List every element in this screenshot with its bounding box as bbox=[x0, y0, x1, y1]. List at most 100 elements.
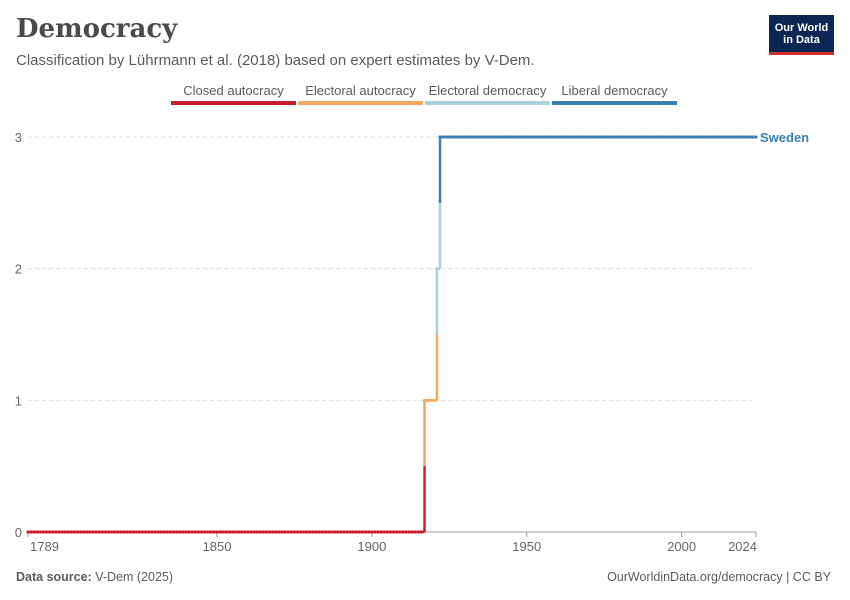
data-point bbox=[388, 530, 393, 534]
data-point bbox=[469, 135, 473, 139]
data-point bbox=[227, 530, 231, 534]
data-point bbox=[187, 530, 191, 534]
data-point bbox=[354, 530, 358, 534]
data-point bbox=[233, 530, 238, 534]
data-point bbox=[605, 135, 609, 139]
data-point bbox=[41, 530, 46, 534]
data-point bbox=[97, 530, 101, 534]
data-point bbox=[673, 135, 678, 139]
data-point bbox=[289, 530, 293, 534]
legend-label-0[interactable]: Closed autocracy bbox=[183, 83, 284, 98]
legend-swatch-1[interactable] bbox=[298, 101, 423, 105]
data-source: Data source: V-Dem (2025) bbox=[16, 570, 173, 584]
data-point bbox=[156, 530, 160, 534]
legend-swatch-2[interactable] bbox=[425, 101, 550, 105]
data-point bbox=[503, 135, 507, 139]
data-point bbox=[692, 135, 696, 139]
data-point bbox=[528, 135, 532, 139]
data-point bbox=[543, 135, 547, 139]
data-point bbox=[534, 135, 538, 139]
data-point bbox=[314, 530, 318, 534]
data-point bbox=[441, 135, 445, 139]
data-point bbox=[447, 135, 451, 139]
data-point bbox=[280, 530, 284, 534]
data-point bbox=[141, 530, 145, 534]
data-point bbox=[181, 530, 185, 534]
data-source-label: Data source: bbox=[16, 570, 92, 584]
data-point bbox=[286, 530, 290, 534]
data-point bbox=[66, 530, 70, 534]
owid-logo[interactable]: Our World in Data bbox=[769, 15, 834, 55]
data-point bbox=[720, 135, 724, 139]
data-point bbox=[215, 530, 219, 534]
data-point bbox=[549, 135, 554, 139]
legend-swatch-3[interactable] bbox=[552, 101, 677, 105]
data-point bbox=[546, 135, 551, 139]
data-point bbox=[695, 135, 699, 139]
data-point bbox=[670, 135, 674, 139]
legend: Closed autocracy Electoral autocracy Elect… bbox=[171, 83, 677, 105]
data-point bbox=[35, 530, 39, 534]
data-point bbox=[453, 135, 458, 139]
data-point bbox=[593, 135, 597, 139]
data-point bbox=[398, 530, 402, 534]
y-tick-label-0: 0 bbox=[15, 525, 22, 540]
data-point bbox=[308, 530, 312, 534]
data-point bbox=[134, 530, 139, 534]
data-point bbox=[57, 530, 61, 534]
data-point bbox=[159, 530, 163, 534]
data-point bbox=[131, 530, 135, 534]
data-point bbox=[587, 135, 591, 139]
data-point bbox=[382, 530, 386, 534]
data-point bbox=[500, 135, 504, 139]
data-point bbox=[571, 135, 575, 139]
data-point bbox=[491, 135, 495, 139]
x-tick-label-3: 1950 bbox=[512, 539, 541, 554]
data-point bbox=[172, 530, 176, 534]
data-point bbox=[639, 135, 643, 139]
data-point bbox=[584, 135, 588, 139]
data-point bbox=[676, 135, 681, 139]
data-point bbox=[649, 135, 653, 139]
data-point bbox=[540, 135, 544, 139]
data-point bbox=[165, 530, 170, 534]
data-point bbox=[658, 135, 662, 139]
data-point bbox=[91, 530, 95, 534]
data-point bbox=[698, 135, 702, 139]
data-point bbox=[457, 135, 461, 139]
legend-swatch-0[interactable] bbox=[171, 101, 296, 105]
data-point bbox=[484, 135, 489, 139]
logo-line-2: in Data bbox=[783, 33, 820, 46]
data-point bbox=[429, 398, 433, 402]
data-point bbox=[69, 530, 73, 534]
series-sweden[interactable] bbox=[26, 135, 758, 534]
data-point bbox=[326, 530, 331, 534]
data-point bbox=[255, 530, 259, 534]
legend-label-1[interactable]: Electoral autocracy bbox=[305, 83, 416, 98]
x-tick-label-5: 2024 bbox=[728, 539, 757, 554]
data-point bbox=[342, 530, 346, 534]
data-point bbox=[624, 135, 628, 139]
data-point bbox=[407, 530, 411, 534]
data-point bbox=[590, 135, 594, 139]
legend-label-3[interactable]: Liberal democracy bbox=[561, 83, 668, 98]
credit-link[interactable]: OurWorldinData.org/democracy | CC BY bbox=[607, 570, 831, 584]
data-point bbox=[562, 135, 566, 139]
data-point bbox=[748, 135, 752, 139]
data-point bbox=[196, 530, 200, 534]
data-point bbox=[85, 530, 89, 534]
y-tick-label-1: 1 bbox=[15, 393, 22, 408]
data-point bbox=[277, 530, 281, 534]
data-point bbox=[261, 530, 266, 534]
data-point bbox=[360, 530, 365, 534]
data-point bbox=[88, 530, 92, 534]
data-point bbox=[82, 530, 86, 534]
data-point bbox=[302, 530, 306, 534]
series-label-sweden[interactable]: Sweden bbox=[760, 130, 809, 145]
data-point bbox=[487, 135, 492, 139]
data-point bbox=[209, 530, 213, 534]
x-tick-label-1: 1850 bbox=[203, 539, 232, 554]
legend-label-2[interactable]: Electoral democracy bbox=[429, 83, 547, 98]
data-point bbox=[506, 135, 510, 139]
data-point bbox=[525, 135, 529, 139]
